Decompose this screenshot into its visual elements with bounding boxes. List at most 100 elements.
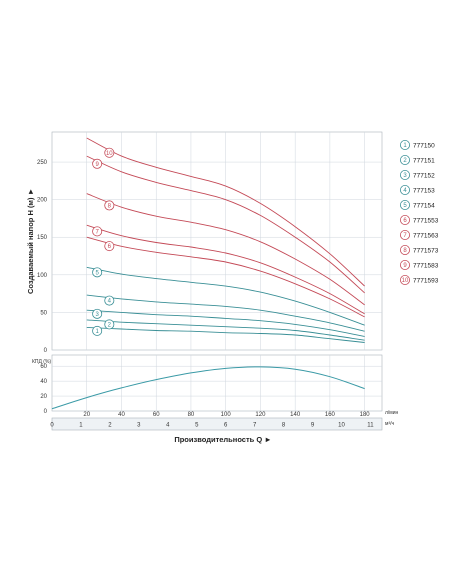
curve-badge-6: 6 bbox=[104, 241, 115, 252]
x-top-tick-label: 100 bbox=[221, 412, 232, 418]
legend-badge-circle bbox=[399, 244, 410, 255]
curve-badge-circle bbox=[104, 319, 115, 330]
legend-item-10: 10 7771593 bbox=[399, 274, 439, 285]
legend: 1 777150 2 777151 3 777152 4 777153 5 777154 6 7771… bbox=[399, 139, 439, 285]
legend-model-code: 7771553 bbox=[413, 217, 439, 224]
x-top-unit: л/мин bbox=[385, 410, 399, 416]
legend-item-3: 3 777152 bbox=[399, 169, 435, 180]
x-top-ticks: 20 40 60 80 100 120 140 160 180 bbox=[83, 412, 370, 418]
curve-badge-circle bbox=[104, 295, 115, 306]
head-curve-2 bbox=[86, 319, 365, 341]
head-curve-3 bbox=[86, 309, 365, 337]
curve-badge-number: 9 bbox=[95, 162, 99, 168]
x-bottom-tick-label: 4 bbox=[166, 423, 170, 429]
legend-badge-number: 4 bbox=[403, 188, 407, 194]
x-bottom-tick-label: 8 bbox=[282, 423, 286, 429]
legend-model-code: 777150 bbox=[413, 142, 435, 149]
curve-badge-number: 8 bbox=[108, 204, 112, 210]
head-y-tick-label: 150 bbox=[37, 235, 48, 241]
x-bottom-ticks: 0 1 2 3 4 5 6 7 8 9 10 11 bbox=[50, 423, 374, 429]
x-top-tick-label: 80 bbox=[188, 412, 195, 418]
legend-badge-circle bbox=[399, 184, 410, 195]
x-bottom-tick-label: 3 bbox=[137, 423, 141, 429]
curve-badge-number: 5 bbox=[95, 270, 99, 276]
curve-badge-3: 3 bbox=[92, 308, 103, 319]
efficiency-curve-group bbox=[51, 366, 365, 410]
curve-badge-number: 3 bbox=[95, 312, 99, 318]
curve-badge-circle bbox=[92, 325, 103, 336]
x-bottom-tick-label: 5 bbox=[195, 423, 199, 429]
head-y-tick-label: 50 bbox=[40, 310, 47, 316]
legend-item-2: 2 777151 bbox=[399, 154, 435, 165]
legend-badge-number: 3 bbox=[403, 173, 407, 179]
legend-item-9: 9 7771583 bbox=[399, 259, 439, 270]
efficiency-y-tick-label: 20 bbox=[40, 394, 47, 400]
x-bottom-tick-label: 2 bbox=[108, 423, 112, 429]
head-y-tick-label: 250 bbox=[37, 160, 48, 166]
head-y-tick-label: 200 bbox=[37, 198, 48, 204]
legend-badge-circle bbox=[399, 259, 410, 270]
curve-badge-10: 10 bbox=[104, 147, 115, 158]
x-top-tick-label: 120 bbox=[255, 412, 266, 418]
x-bottom-tick-label: 0 bbox=[50, 423, 54, 429]
head-panel: 0 50 100 150 200 250 Создаваемый напор H (м) … bbox=[26, 131, 383, 354]
legend-badge-circle bbox=[399, 199, 410, 210]
head-gridlines bbox=[52, 132, 382, 351]
head-y-tick-label: 0 bbox=[44, 348, 48, 354]
x-bottom-scale-band bbox=[51, 417, 383, 431]
x-bottom-tick-label: 11 bbox=[367, 423, 374, 429]
curve-badge-8: 8 bbox=[104, 200, 115, 211]
legend-badge-number: 6 bbox=[403, 218, 407, 224]
head-curve-9 bbox=[86, 155, 365, 294]
x-top-tick-label: 160 bbox=[325, 412, 336, 418]
legend-item-8: 8 7771573 bbox=[399, 244, 439, 255]
x-bottom-tick-label: 10 bbox=[338, 423, 345, 429]
legend-badge-number: 8 bbox=[403, 248, 407, 254]
legend-badge-number: 7 bbox=[403, 233, 407, 239]
head-curve-4 bbox=[86, 294, 365, 332]
curve-badge-circle bbox=[92, 267, 103, 278]
x-bottom-tick-label: 9 bbox=[311, 423, 315, 429]
legend-badge-number: 2 bbox=[403, 158, 407, 164]
x-axis-title: Производительность Q ► bbox=[174, 435, 271, 444]
legend-badge-circle bbox=[399, 139, 410, 150]
legend-badge-circle bbox=[399, 214, 410, 225]
head-y-ticks: 0 50 100 150 200 250 bbox=[37, 160, 48, 354]
efficiency-curve bbox=[51, 366, 365, 410]
curve-badge-circle bbox=[92, 308, 103, 319]
legend-model-code: 777154 bbox=[413, 202, 435, 209]
efficiency-gridlines bbox=[52, 355, 382, 412]
x-bottom-unit: м³/ч bbox=[385, 421, 394, 427]
head-curves bbox=[86, 137, 365, 343]
legend-model-code: 777151 bbox=[413, 157, 435, 164]
efficiency-y-tick-label: 60 bbox=[40, 364, 47, 370]
legend-badge-number: 9 bbox=[403, 263, 407, 269]
curve-badge-circle bbox=[92, 158, 103, 169]
x-top-tick-label: 40 bbox=[118, 412, 125, 418]
x-axis: 20 40 60 80 100 120 140 160 180 л/мин 0 1 2 3 4 5 6 7 8 9… bbox=[50, 410, 398, 444]
curve-badge-number: 1 bbox=[95, 329, 99, 335]
legend-item-6: 6 7771553 bbox=[399, 214, 439, 225]
x-bottom-tick-label: 1 bbox=[79, 423, 83, 429]
legend-badge-circle bbox=[399, 229, 410, 240]
legend-model-code: 777153 bbox=[413, 187, 435, 194]
efficiency-y-tick-label: 0 bbox=[44, 409, 48, 415]
curve-badge-circle bbox=[92, 226, 103, 237]
curve-badge-number: 2 bbox=[108, 322, 112, 328]
legend-model-code: 7771593 bbox=[413, 277, 439, 284]
curve-badge-circle bbox=[104, 200, 115, 211]
curve-badge-circle bbox=[104, 147, 115, 158]
curve-badge-circle bbox=[104, 241, 115, 252]
x-top-tick-label: 180 bbox=[360, 412, 371, 418]
head-curve-8 bbox=[86, 193, 365, 306]
efficiency-panel: 0 20 40 60 КПД (%) bbox=[32, 354, 383, 415]
legend-item-1: 1 777150 bbox=[399, 139, 435, 150]
curve-badge-number: 6 bbox=[108, 244, 112, 250]
efficiency-y-axis-label: КПД (%) bbox=[32, 359, 51, 365]
legend-item-5: 5 777154 bbox=[399, 199, 435, 210]
legend-item-7: 7 7771563 bbox=[399, 229, 439, 240]
curve-badges: 1 2 3 4 5 6 7 8 9 10 bbox=[92, 147, 115, 336]
legend-badge-number: 5 bbox=[403, 203, 407, 209]
curve-badge-7: 7 bbox=[92, 226, 103, 237]
